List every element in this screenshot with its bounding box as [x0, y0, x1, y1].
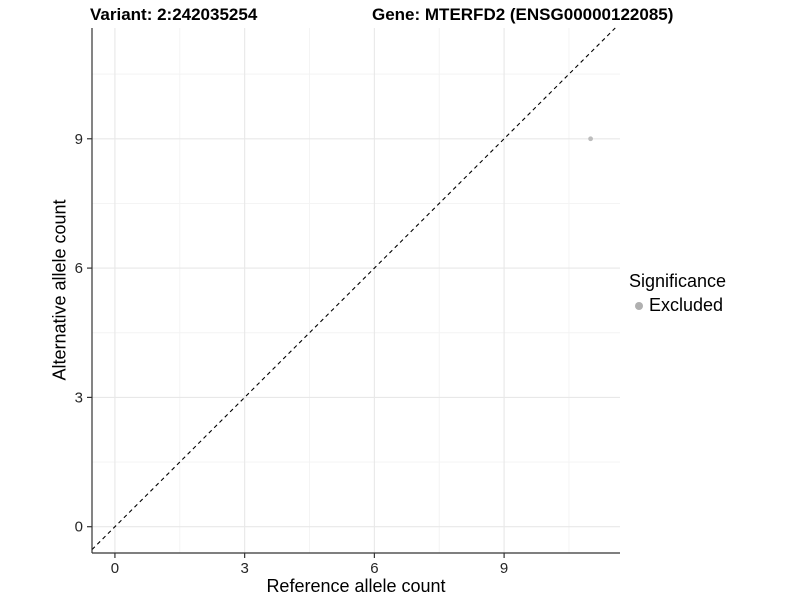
y-tick-label: 9: [75, 131, 83, 148]
legend-title: Significance: [629, 271, 727, 291]
y-tick-label: 0: [75, 519, 83, 536]
y-axis-title: Alternative allele count: [49, 199, 70, 381]
x-tick-label: 9: [500, 560, 508, 577]
plot-title-variant: Variant: 2:242035254: [90, 5, 258, 24]
x-axis-title: Reference allele count: [266, 576, 446, 596]
legend-item-label: Excluded: [649, 295, 724, 315]
y-tick-label: 3: [75, 389, 83, 406]
legend-item-excluded: Excluded: [629, 295, 726, 316]
y-tick-label: 6: [75, 260, 83, 277]
x-tick-label: 0: [111, 560, 119, 577]
plot-title-gene: Gene: MTERFD2 (ENSG00000122085): [372, 5, 674, 24]
x-tick-label: 6: [370, 560, 378, 577]
data-point: [588, 136, 593, 142]
x-tick-label: 3: [240, 560, 248, 577]
identity-dashed-line: [91, 27, 616, 550]
point-icon: [635, 301, 643, 310]
legend: Significance Excluded: [629, 271, 726, 316]
